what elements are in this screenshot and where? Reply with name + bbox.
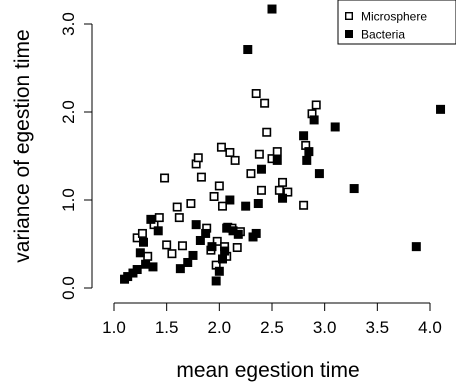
legend-box <box>337 0 456 45</box>
bacteria-point <box>148 262 158 272</box>
bacteria-point <box>411 242 421 252</box>
microsphere-point <box>137 228 147 238</box>
y-axis-label: variance of egestion time <box>11 29 34 262</box>
microsphere-point <box>272 147 282 157</box>
x-tick-label: 4.0 <box>418 318 442 337</box>
bacteria-point <box>267 4 277 14</box>
microsphere-point <box>274 185 284 195</box>
microsphere-point <box>262 127 272 137</box>
x-axis-ticks: 1.0 1.5 2.0 2.5 3.0 3.5 4.0 <box>102 303 442 337</box>
bacteria-point <box>243 45 253 55</box>
legend-marker-microsphere <box>345 11 354 20</box>
x-axis-label: mean egestion time <box>176 359 359 382</box>
bacteria-point <box>132 265 142 275</box>
microsphere-point <box>212 236 222 246</box>
x-tick-label: 3.0 <box>313 318 337 337</box>
y-axis-ticks: 0.0 1.0 2.0 3.0 <box>59 12 92 300</box>
bacteria-point <box>183 257 193 267</box>
bacteria-point <box>330 122 340 132</box>
microsphere-point <box>174 213 184 223</box>
bacteria-point <box>188 250 198 260</box>
bacteria-point <box>256 164 266 174</box>
microsphere-point <box>246 169 256 179</box>
microsphere-point <box>162 240 172 250</box>
microsphere-point <box>225 147 235 157</box>
y-tick-label: 3.0 <box>59 12 78 36</box>
microsphere-point <box>193 153 203 163</box>
microsphere-point <box>160 173 170 183</box>
legend-marker-bacteria <box>345 30 353 38</box>
bacteria-point <box>304 147 314 157</box>
bacteria-point <box>138 237 148 247</box>
microsphere-point <box>172 202 182 212</box>
bacteria-point <box>222 223 232 233</box>
microsphere-point <box>230 155 240 165</box>
microsphere-point <box>186 199 196 209</box>
bacteria-point <box>225 195 235 205</box>
microsphere-point <box>256 185 266 195</box>
bacteria-point <box>201 228 211 238</box>
data-points <box>120 4 446 286</box>
microsphere-point <box>167 249 177 259</box>
microsphere-point <box>177 241 187 251</box>
microsphere-point <box>154 213 164 223</box>
bacteria-point <box>220 246 230 256</box>
bacteria-point <box>153 226 163 236</box>
bacteria-point <box>146 214 156 224</box>
bacteria-point <box>195 235 205 245</box>
microsphere-point <box>214 181 224 191</box>
bacteria-point <box>436 104 446 114</box>
microsphere-point <box>143 251 153 261</box>
bacteria-point <box>191 220 201 230</box>
y-tick-label: 2.0 <box>59 100 78 124</box>
bacteria-point <box>241 201 251 211</box>
microsphere-point <box>283 187 293 197</box>
bacteria-point <box>175 264 185 274</box>
microsphere-point <box>217 201 227 211</box>
bacteria-point <box>272 155 282 165</box>
bacteria-point <box>251 228 261 238</box>
microsphere-point <box>251 89 261 99</box>
microsphere-point <box>311 100 321 110</box>
microsphere-point <box>299 200 309 210</box>
bacteria-point <box>299 131 309 141</box>
bacteria-point <box>349 184 359 194</box>
bacteria-point <box>135 248 145 258</box>
x-tick-label: 2.0 <box>208 318 232 337</box>
bacteria-point <box>302 155 312 165</box>
bacteria-point <box>309 115 319 125</box>
microsphere-point <box>254 149 264 159</box>
bacteria-point <box>214 266 224 276</box>
bacteria-point <box>278 193 288 203</box>
microsphere-point <box>209 191 219 201</box>
bacteria-point <box>253 199 263 209</box>
legend-label-bacteria: Bacteria <box>361 28 405 42</box>
microsphere-point <box>196 172 206 182</box>
bacteria-point <box>314 169 324 179</box>
bacteria-point <box>123 272 133 282</box>
microsphere-point <box>232 243 242 253</box>
x-tick-label: 1.0 <box>102 318 126 337</box>
microsphere-point <box>260 98 270 108</box>
y-tick-label: 1.0 <box>59 188 78 212</box>
bacteria-point <box>141 259 151 269</box>
legend-label-microsphere: Microsphere <box>361 10 427 24</box>
bacteria-point <box>233 229 243 239</box>
microsphere-point <box>278 177 288 187</box>
legend: Microsphere Bacteria <box>337 0 456 45</box>
bacteria-point <box>217 254 227 264</box>
microsphere-point <box>216 142 226 152</box>
x-tick-label: 1.5 <box>155 318 179 337</box>
x-tick-label: 3.5 <box>366 318 390 337</box>
bacteria-point <box>228 226 238 236</box>
x-tick-label: 2.5 <box>260 318 284 337</box>
y-tick-label: 0.0 <box>59 276 78 300</box>
bacteria-point <box>207 242 217 252</box>
bacteria-point <box>211 276 221 286</box>
